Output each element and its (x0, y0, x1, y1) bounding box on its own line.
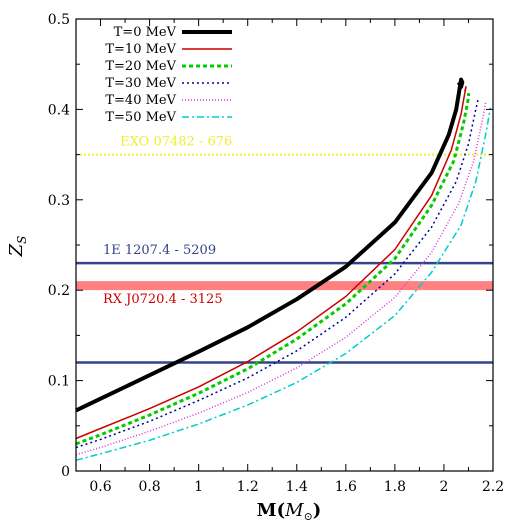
x-tick-label-3: 1 (194, 479, 203, 495)
x-tick-label-4: 1.2 (237, 479, 259, 495)
legend-label-2: T=10 MeV (105, 42, 176, 57)
series-lines (75, 77, 492, 461)
legend-label-6: T=50 MeV (105, 110, 176, 125)
band-label-1: EXO 07482 - 676 (120, 135, 232, 150)
x-axis-title-main: M( (257, 500, 285, 521)
x-axis-title-sub: M (284, 500, 304, 521)
x-tick-label-2: 0.8 (138, 479, 160, 495)
legend-label-1: T=0 MeV (114, 25, 177, 40)
series-line-2 (75, 86, 467, 440)
band-label-3: RX J0720.4 - 3125 (103, 292, 223, 307)
x-tick-label-9: 2.2 (482, 479, 504, 495)
axis-ticks: 0.6 0.8 1 1.2 1.4 1.6 1.8 2 2.2 0 0.1 0.2 0.3 0.4 0.5 (48, 12, 504, 495)
series-line-1 (75, 77, 465, 413)
x-axis-title: M(M⊙) (257, 500, 322, 523)
band-label-2: 1E 1207.4 - 5209 (103, 243, 216, 258)
x-tick-label-7: 1.8 (384, 479, 406, 495)
legend-label-4: T=30 MeV (105, 76, 176, 91)
series-line-6 (75, 107, 492, 461)
series-line-5 (75, 102, 487, 456)
y-tick-label-3: 0.2 (48, 283, 70, 299)
x-axis-title-sun: ⊙ (304, 510, 313, 523)
y-tick-label-6: 0.5 (48, 12, 70, 28)
y-tick-label-4: 0.3 (48, 193, 70, 209)
x-tick-label-6: 1.6 (335, 479, 357, 495)
y-tick-label-1: 0 (61, 464, 70, 480)
series-line-4 (75, 98, 480, 449)
x-axis-title-close: ) (313, 500, 322, 521)
legend-label-3: T=20 MeV (105, 59, 176, 74)
y-axis-title-main: Z (6, 243, 27, 257)
legend-label-5: T=40 MeV (105, 93, 176, 108)
x-tick-label-1: 0.6 (89, 479, 111, 495)
x-tick-label-8: 2 (439, 479, 448, 495)
series-line-3 (75, 93, 470, 446)
y-tick-label-5: 0.4 (48, 102, 70, 118)
y-tick-label-2: 0.1 (48, 374, 70, 390)
legend: T=0 MeV T=10 MeV T=20 MeV T=30 MeV T=40 MeV T… (105, 25, 232, 125)
y-axis-title-sub: S (15, 236, 29, 244)
observation-bands: EXO 07482 - 676 1E 1207.4 - 5209 RX J0720.… (76, 135, 493, 364)
x-tick-label-5: 1.4 (286, 479, 308, 495)
y-axis-title: ZS (6, 236, 29, 258)
